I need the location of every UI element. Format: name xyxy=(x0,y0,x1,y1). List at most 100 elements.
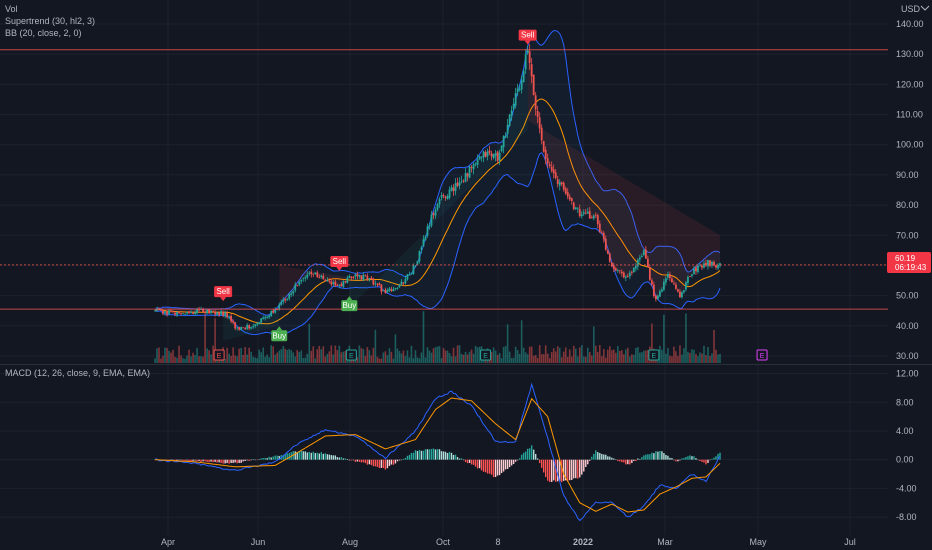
candle[interactable] xyxy=(632,267,635,273)
candle[interactable] xyxy=(498,149,501,166)
candle[interactable] xyxy=(214,309,217,317)
candle[interactable] xyxy=(404,275,407,285)
candle[interactable] xyxy=(538,112,541,134)
candle[interactable] xyxy=(382,290,385,292)
candle[interactable] xyxy=(462,179,465,184)
candle[interactable] xyxy=(558,179,561,191)
candle[interactable] xyxy=(184,313,186,315)
candle[interactable] xyxy=(364,274,367,277)
candle[interactable] xyxy=(298,280,301,287)
candle[interactable] xyxy=(386,288,389,294)
candle[interactable] xyxy=(582,209,585,216)
candle[interactable] xyxy=(422,235,425,247)
candle[interactable] xyxy=(236,326,239,331)
candle[interactable] xyxy=(232,319,235,325)
candle[interactable] xyxy=(304,275,307,282)
candle[interactable] xyxy=(438,197,441,208)
candle[interactable] xyxy=(464,167,467,183)
candle[interactable] xyxy=(580,211,583,219)
candle[interactable] xyxy=(705,259,707,267)
candle[interactable] xyxy=(280,299,283,306)
candle[interactable] xyxy=(372,277,375,286)
candle[interactable] xyxy=(172,310,174,314)
candle[interactable] xyxy=(396,286,399,290)
candle[interactable] xyxy=(669,271,671,282)
candle[interactable] xyxy=(380,283,383,295)
indicator-bb-label[interactable]: BB (20, close, 2, 0) xyxy=(5,28,82,38)
candle[interactable] xyxy=(210,310,212,315)
candle[interactable] xyxy=(166,310,168,317)
candle[interactable] xyxy=(508,113,511,127)
candle[interactable] xyxy=(707,259,709,270)
candle[interactable] xyxy=(384,287,387,294)
candle[interactable] xyxy=(552,164,555,179)
candle[interactable] xyxy=(472,162,475,175)
candle[interactable] xyxy=(262,315,265,320)
candle[interactable] xyxy=(260,318,263,325)
candle[interactable] xyxy=(679,289,681,298)
candle[interactable] xyxy=(178,311,180,314)
candle[interactable] xyxy=(302,277,305,282)
candle[interactable] xyxy=(626,273,629,278)
candle[interactable] xyxy=(350,276,353,281)
candle[interactable] xyxy=(638,254,641,263)
candle[interactable] xyxy=(376,282,379,287)
candle[interactable] xyxy=(424,235,427,241)
candle[interactable] xyxy=(452,184,455,196)
candle[interactable] xyxy=(450,184,453,192)
candle[interactable] xyxy=(476,154,479,168)
candle[interactable] xyxy=(592,214,595,221)
candle[interactable] xyxy=(390,286,393,293)
candle[interactable] xyxy=(628,270,631,280)
candle[interactable] xyxy=(346,275,349,284)
candle[interactable] xyxy=(584,209,587,215)
candle[interactable] xyxy=(342,280,345,289)
candle[interactable] xyxy=(634,262,637,272)
candle[interactable] xyxy=(256,321,259,327)
candle[interactable] xyxy=(530,57,533,84)
candle[interactable] xyxy=(586,207,589,214)
candle[interactable] xyxy=(701,264,703,271)
candle[interactable] xyxy=(618,269,621,274)
candle[interactable] xyxy=(192,311,194,315)
scale-down-icon[interactable] xyxy=(920,5,930,11)
candle[interactable] xyxy=(689,276,691,278)
candle[interactable] xyxy=(322,273,325,280)
candle[interactable] xyxy=(254,323,257,329)
candle[interactable] xyxy=(568,193,571,202)
candle[interactable] xyxy=(414,265,417,268)
candle[interactable] xyxy=(496,150,499,164)
candle[interactable] xyxy=(420,245,423,254)
candle[interactable] xyxy=(658,289,661,298)
candle[interactable] xyxy=(711,260,713,269)
candle[interactable] xyxy=(400,279,403,286)
candle[interactable] xyxy=(510,105,513,121)
candle[interactable] xyxy=(274,307,277,314)
candle[interactable] xyxy=(671,276,673,283)
candle[interactable] xyxy=(685,280,687,292)
candle[interactable] xyxy=(494,149,497,162)
candle[interactable] xyxy=(693,265,695,275)
candle[interactable] xyxy=(608,252,611,264)
candle[interactable] xyxy=(590,215,593,219)
candle[interactable] xyxy=(506,118,509,139)
candle[interactable] xyxy=(306,271,309,280)
time-axis[interactable]: Apr Jun Aug Oct 8 2022 Mar May Jul xyxy=(161,537,856,547)
candle[interactable] xyxy=(442,193,445,199)
candle[interactable] xyxy=(673,280,675,286)
candle[interactable] xyxy=(675,282,677,291)
candle[interactable] xyxy=(556,175,559,188)
candle[interactable] xyxy=(356,271,359,280)
candle[interactable] xyxy=(326,277,329,282)
earnings-marker[interactable]: E xyxy=(345,349,357,361)
candle[interactable] xyxy=(394,287,397,291)
candle[interactable] xyxy=(687,275,689,286)
candle[interactable] xyxy=(336,283,339,286)
candle[interactable] xyxy=(554,169,557,180)
candle[interactable] xyxy=(292,289,295,297)
candle[interactable] xyxy=(436,202,439,212)
candle[interactable] xyxy=(270,310,273,317)
candle[interactable] xyxy=(548,161,551,169)
candle[interactable] xyxy=(654,294,657,302)
